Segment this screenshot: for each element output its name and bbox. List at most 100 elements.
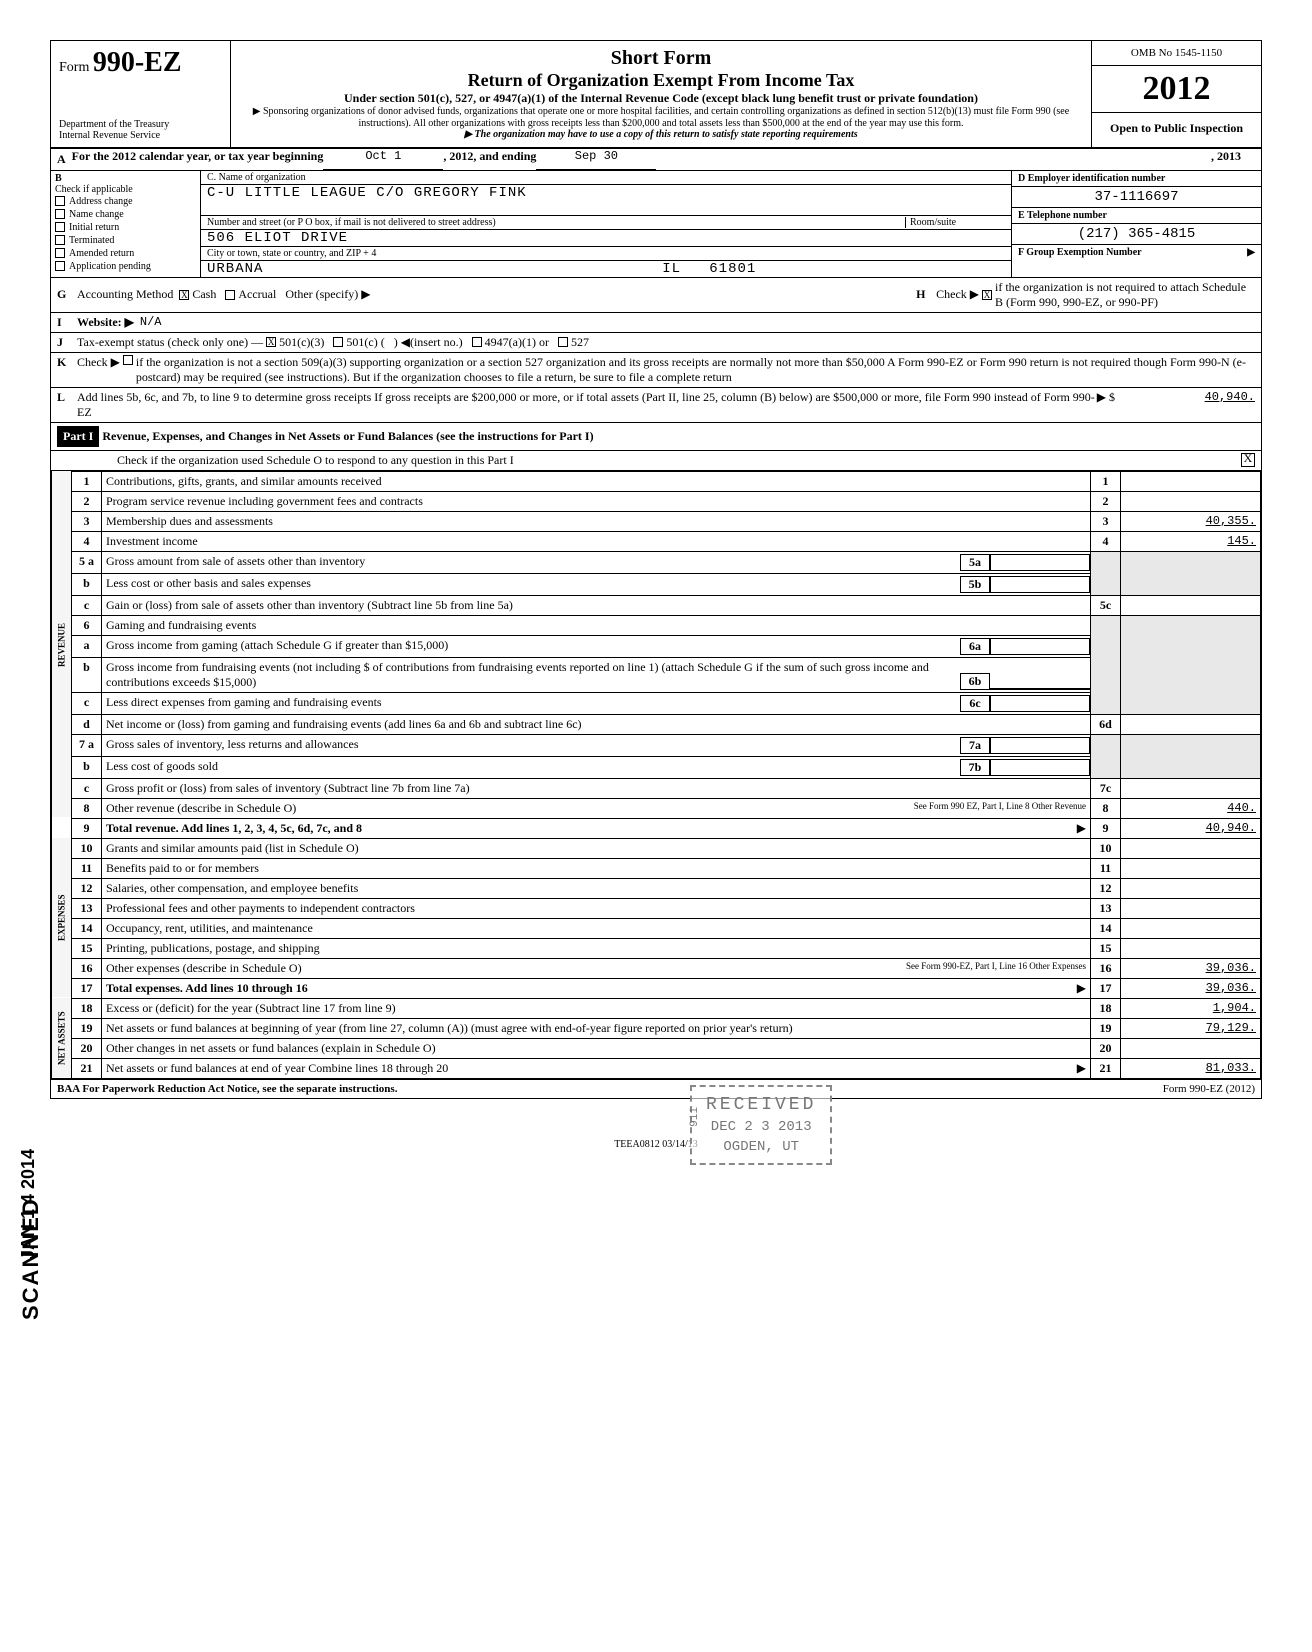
website-value: N/A	[140, 315, 162, 329]
line-h-rest: if the organization is not required to a…	[995, 280, 1255, 310]
dept-line2: Internal Revenue Service	[59, 130, 222, 141]
amt-17: 39,036.	[1121, 978, 1261, 998]
chk-address-change[interactable]	[55, 196, 65, 206]
amt-15	[1121, 938, 1261, 958]
amt-8: 440.	[1121, 798, 1261, 818]
side-revenue: REVENUE	[52, 471, 72, 818]
box-b: B Check if applicable Address change Nam…	[51, 171, 201, 277]
chk-cash[interactable]: X	[179, 290, 189, 300]
line-k-text: if the organization is not a section 509…	[136, 355, 1255, 385]
amt-6b	[990, 688, 1090, 690]
chk-4947[interactable]	[472, 337, 482, 347]
chk-amended-return[interactable]	[55, 248, 65, 258]
chk-terminated[interactable]	[55, 235, 65, 245]
dept-line1: Department of the Treasury	[59, 119, 222, 130]
org-city-line: URBANA IL 61801	[201, 261, 1011, 277]
block-bcdef: B Check if applicable Address change Nam…	[51, 171, 1261, 278]
line-k: K Check ▶ if the organization is not a s…	[51, 353, 1261, 388]
chk-501c[interactable]	[333, 337, 343, 347]
box-b-label: Check if applicable	[55, 184, 196, 195]
side-net-assets: NET ASSETS	[52, 998, 72, 1078]
part-i-sub: Check if the organization used Schedule …	[51, 451, 1261, 471]
tax-year-end: Sep 30	[536, 149, 656, 170]
amt-20	[1121, 1038, 1261, 1058]
line-h-text: Check ▶	[936, 287, 979, 302]
received-location: OGDEN, UT	[706, 1138, 816, 1158]
header-middle: Short Form Return of Organization Exempt…	[231, 41, 1091, 147]
org-state: IL	[662, 261, 681, 277]
line-a-endyear: , 2013	[656, 149, 1261, 170]
line-j: J Tax-exempt status (check only one) — X…	[51, 333, 1261, 353]
box-c-name-label: C. Name of organization	[201, 171, 1011, 185]
part-i-title: Revenue, Expenses, and Changes in Net As…	[102, 429, 593, 443]
amt-1	[1121, 471, 1261, 491]
amt-4: 145.	[1121, 531, 1261, 551]
form-header: Form 990-EZ Department of the Treasury I…	[51, 41, 1261, 149]
amt-10	[1121, 838, 1261, 858]
org-name: C-U LITTLE LEAGUE C/O GREGORY FINK	[201, 185, 1011, 216]
box-c-city-label: City or town, state or country, and ZIP …	[201, 247, 1011, 261]
amt-7c	[1121, 778, 1261, 798]
form-990ez: Form 990-EZ Department of the Treasury I…	[50, 40, 1262, 1099]
tax-year: 2012	[1092, 66, 1261, 113]
chk-schedule-o[interactable]: X	[1241, 453, 1255, 467]
line-j-label: Tax-exempt status (check only one) —	[77, 335, 263, 350]
amt-12	[1121, 878, 1261, 898]
amt-6a	[990, 638, 1090, 655]
baa-notice: BAA For Paperwork Reduction Act Notice, …	[57, 1083, 397, 1095]
box-f-arrow: ▶	[1247, 247, 1255, 258]
omb-number: OMB No 1545-1150	[1092, 41, 1261, 66]
amt-7a	[990, 737, 1090, 754]
amt-18: 1,904.	[1121, 998, 1261, 1018]
line-k-label: Check ▶	[77, 355, 120, 370]
chk-name-change[interactable]	[55, 209, 65, 219]
org-city: URBANA	[207, 261, 263, 277]
line-l-arrow: ▶ $	[1097, 390, 1115, 405]
line-a-mid: , 2012, and ending	[443, 149, 536, 170]
jan-date-stamp: JAN 1 4 2014	[18, 1149, 39, 1260]
org-street: 506 ELIOT DRIVE	[201, 230, 1011, 247]
room-suite-label: Room/suite	[905, 217, 1005, 228]
chk-accrual[interactable]	[225, 290, 235, 300]
amt-14	[1121, 918, 1261, 938]
box-def: D Employer identification number 37-1116…	[1011, 171, 1261, 277]
line-l-text: Add lines 5b, 6c, and 7b, to line 9 to d…	[77, 390, 1097, 420]
header-left: Form 990-EZ Department of the Treasury I…	[51, 41, 231, 147]
chk-h[interactable]: X	[982, 290, 992, 300]
box-e-label: E Telephone number	[1012, 208, 1261, 224]
chk-initial-return[interactable]	[55, 222, 65, 232]
received-stamp: RECEIVED 911DEC 2 3 2013 OGDEN, UT	[690, 1085, 832, 1165]
amt-6c	[990, 695, 1090, 712]
amt-11	[1121, 858, 1261, 878]
tax-year-begin: Oct 1	[323, 149, 443, 170]
line-a-text: For the 2012 calendar year, or tax year …	[72, 149, 324, 170]
amt-13	[1121, 898, 1261, 918]
amt-2	[1121, 491, 1261, 511]
amt-5a	[990, 554, 1090, 571]
chk-application-pending[interactable]	[55, 261, 65, 271]
title-return: Return of Organization Exempt From Incom…	[241, 70, 1081, 91]
line-g-label: Accounting Method	[77, 287, 173, 302]
department: Department of the Treasury Internal Reve…	[59, 119, 222, 141]
amt-6d	[1121, 714, 1261, 734]
form-label: Form	[59, 60, 89, 75]
amt-21: 81,033.	[1121, 1058, 1261, 1078]
form-ref: Form 990-EZ (2012)	[1163, 1083, 1255, 1095]
footer: BAA For Paperwork Reduction Act Notice, …	[51, 1079, 1261, 1098]
amt-7b	[990, 759, 1090, 776]
box-c: C. Name of organization C-U LITTLE LEAGU…	[201, 171, 1011, 277]
line-i: I Website: ▶ N/A	[51, 313, 1261, 333]
amt-5b	[990, 576, 1090, 593]
website-label: Website: ▶	[77, 315, 134, 330]
part-i-table: REVENUE 1 Contributions, gifts, grants, …	[51, 471, 1261, 1079]
line-l-value: 40,940.	[1115, 390, 1255, 404]
amt-3: 40,355.	[1121, 511, 1261, 531]
line-a: A For the 2012 calendar year, or tax yea…	[51, 149, 1261, 171]
chk-k[interactable]	[123, 355, 133, 365]
chk-527[interactable]	[558, 337, 568, 347]
chk-501c3[interactable]: X	[266, 337, 276, 347]
amt-5c	[1121, 595, 1261, 615]
part-i-label: Part I	[57, 426, 99, 447]
teea-code: TEEA0812 03/14/13	[50, 1099, 1262, 1150]
header-note1: ▶ Sponsoring organizations of donor advi…	[241, 106, 1081, 129]
